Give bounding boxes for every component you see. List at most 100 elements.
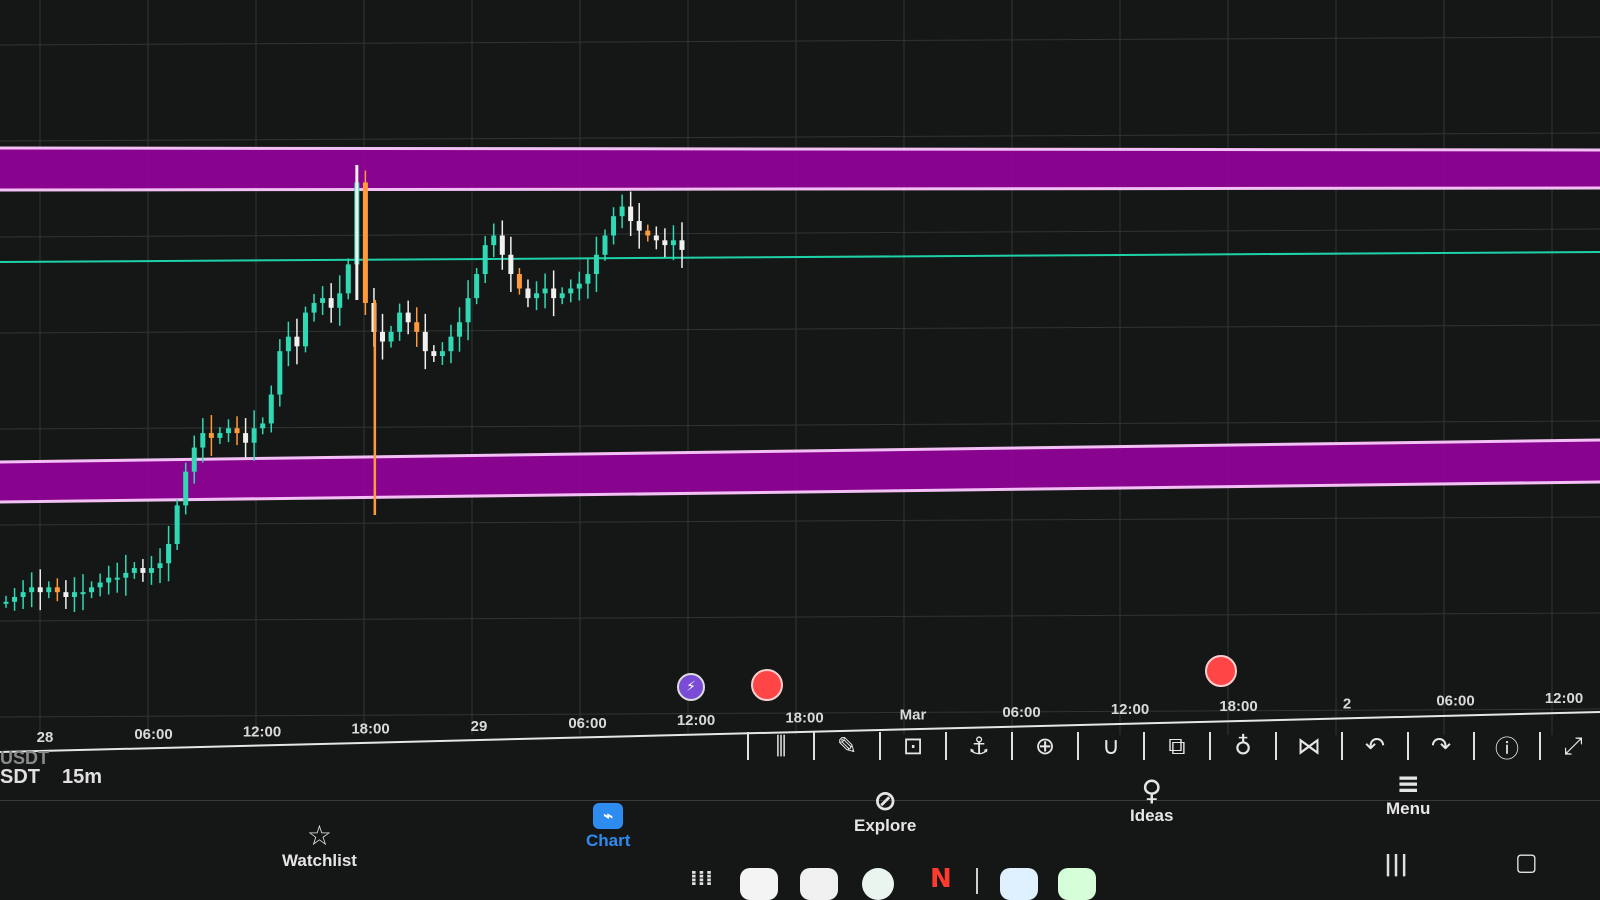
event-marker[interactable] xyxy=(751,669,783,701)
candle[interactable] xyxy=(551,288,557,299)
trend-icon[interactable]: ⤢ xyxy=(1563,732,1583,760)
candle[interactable] xyxy=(345,264,351,294)
candle[interactable] xyxy=(20,592,26,597)
candle[interactable] xyxy=(183,471,189,506)
candle[interactable] xyxy=(508,254,514,275)
candle[interactable] xyxy=(414,322,420,332)
candle[interactable] xyxy=(191,447,197,472)
candle[interactable] xyxy=(337,293,343,308)
target-icon[interactable]: ⊕ xyxy=(1034,732,1056,760)
candle[interactable] xyxy=(422,331,428,352)
candle[interactable] xyxy=(54,587,60,593)
lightbulb-icon[interactable]: ♁ xyxy=(1234,732,1252,760)
candle[interactable] xyxy=(217,433,223,438)
candle[interactable] xyxy=(106,577,112,583)
candle[interactable] xyxy=(148,568,154,573)
redo-icon[interactable]: ↷ xyxy=(1430,732,1452,760)
candle[interactable] xyxy=(388,331,394,342)
candle[interactable] xyxy=(619,206,625,217)
layers-icon[interactable]: ⧉ xyxy=(1168,732,1186,760)
interval-label[interactable]: 15m xyxy=(62,766,103,788)
candle[interactable] xyxy=(251,428,257,443)
candle[interactable] xyxy=(302,312,308,347)
candle[interactable] xyxy=(593,254,599,275)
candle[interactable] xyxy=(482,245,488,275)
candle[interactable] xyxy=(559,293,565,299)
dock-app-white-2[interactable] xyxy=(800,868,838,900)
candle[interactable] xyxy=(542,288,548,294)
candle[interactable] xyxy=(71,592,77,597)
brush-icon[interactable]: ✎ xyxy=(836,732,858,760)
candle[interactable] xyxy=(285,336,291,352)
candle[interactable] xyxy=(268,394,274,424)
candle[interactable] xyxy=(157,563,163,569)
symbol-label[interactable]: SDT xyxy=(0,766,40,788)
candle[interactable] xyxy=(37,587,43,593)
candle[interactable] xyxy=(525,288,531,299)
candle[interactable] xyxy=(63,592,69,597)
recents-icon[interactable]: ||| xyxy=(1384,852,1409,877)
undo-icon[interactable]: ↶ xyxy=(1364,732,1386,760)
nav-ideas[interactable]: ♀ Ideas xyxy=(1130,776,1173,826)
event-marker[interactable] xyxy=(1205,655,1237,687)
candle[interactable] xyxy=(320,298,326,303)
nav-menu[interactable]: ≡ Menu xyxy=(1386,769,1430,819)
candle[interactable] xyxy=(328,298,334,308)
magnet-icon[interactable]: ∪ xyxy=(1102,732,1120,760)
dock-app-white-1[interactable] xyxy=(740,868,778,900)
candle[interactable] xyxy=(114,577,120,580)
candle[interactable] xyxy=(448,336,454,352)
price-chart[interactable]: 28 06:00 12:00 18:00 29 06:00 12:00 18:00 Mar 06:… xyxy=(0,0,1600,760)
candle[interactable] xyxy=(225,428,231,434)
candle[interactable] xyxy=(362,182,368,303)
candle[interactable] xyxy=(140,568,146,573)
candle[interactable] xyxy=(174,505,180,544)
candle[interactable] xyxy=(3,601,9,604)
candle[interactable] xyxy=(516,274,522,289)
candle[interactable] xyxy=(397,312,403,332)
candle[interactable] xyxy=(653,235,659,241)
nav-chart[interactable]: ⌁ Chart xyxy=(586,803,630,851)
candle[interactable] xyxy=(234,428,240,434)
text-tool-icon[interactable]: ⊡ xyxy=(902,732,924,760)
resistance-zone[interactable] xyxy=(0,148,1600,190)
dock-app-green[interactable] xyxy=(1058,868,1096,900)
candle[interactable] xyxy=(465,298,471,323)
candle[interactable] xyxy=(431,351,437,356)
candle[interactable] xyxy=(611,216,617,236)
candle[interactable] xyxy=(380,331,386,342)
candle[interactable] xyxy=(243,433,249,443)
dock-app-green-circle[interactable] xyxy=(862,868,894,900)
candle[interactable] xyxy=(80,592,86,595)
candle[interactable] xyxy=(260,423,266,429)
candle[interactable] xyxy=(311,302,317,313)
candle[interactable] xyxy=(645,230,651,236)
candle[interactable] xyxy=(491,235,497,246)
candle[interactable] xyxy=(457,322,463,337)
info-icon[interactable]: ⓘ xyxy=(1495,734,1519,763)
level-line[interactable] xyxy=(0,251,1600,263)
candle[interactable] xyxy=(636,221,642,231)
candle[interactable] xyxy=(679,240,685,250)
candle[interactable] xyxy=(294,336,300,347)
candle[interactable] xyxy=(131,568,137,573)
candle[interactable] xyxy=(97,582,103,588)
apps-grid-icon[interactable]: ⁞⁞⁞ xyxy=(690,866,713,890)
candle[interactable] xyxy=(474,274,480,299)
candle[interactable] xyxy=(439,351,445,356)
candle[interactable] xyxy=(568,288,574,294)
candle[interactable] xyxy=(89,587,95,593)
dock-app-blue[interactable] xyxy=(1000,868,1038,900)
candle[interactable] xyxy=(405,312,411,323)
candle[interactable] xyxy=(208,433,214,438)
nav-watchlist[interactable]: ☆ Watchlist xyxy=(282,821,357,871)
nav-explore[interactable]: ⊘ Explore xyxy=(854,786,916,836)
candle[interactable] xyxy=(499,235,505,255)
anchor-icon[interactable]: ⚓ xyxy=(968,732,990,760)
candle[interactable] xyxy=(277,351,283,395)
candle[interactable] xyxy=(200,433,206,448)
candle[interactable] xyxy=(534,293,540,299)
candle[interactable] xyxy=(166,543,172,564)
share-icon[interactable]: ⋈ xyxy=(1297,732,1321,760)
candle[interactable] xyxy=(662,240,668,246)
